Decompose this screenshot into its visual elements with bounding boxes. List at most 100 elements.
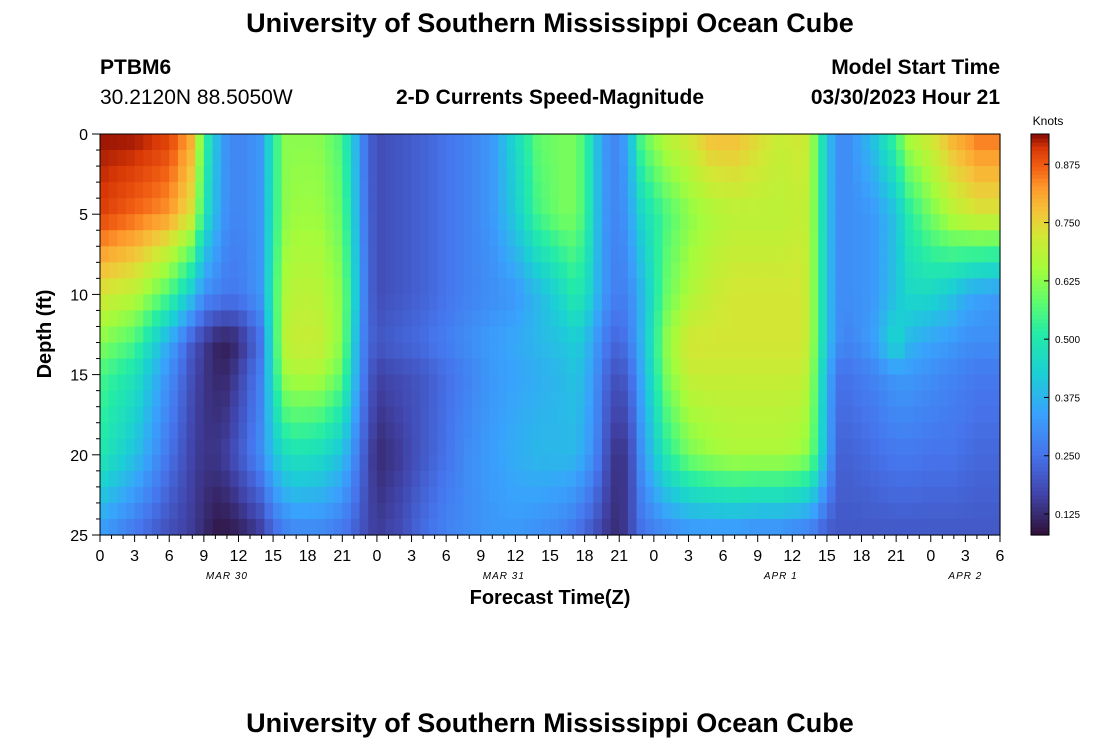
heatmap-cell: [281, 518, 291, 536]
heatmap-cell: [160, 374, 170, 392]
heatmap-cell: [939, 246, 949, 263]
heatmap-cell: [550, 326, 560, 344]
heatmap-cell: [290, 230, 300, 247]
heatmap-cell: [125, 390, 136, 408]
colorbar-segment: [1031, 498, 1049, 504]
heatmap-cell: [472, 438, 482, 456]
heatmap-cell: [610, 214, 620, 231]
heatmap-cell: [852, 454, 863, 472]
heatmap-cell: [783, 134, 793, 151]
heatmap-cell: [766, 518, 776, 536]
heatmap-cell: [108, 470, 118, 488]
colorbar-segment: [1031, 154, 1049, 159]
heatmap-cell: [939, 326, 949, 344]
heatmap-cell: [177, 470, 188, 488]
heatmap-cell: [636, 278, 646, 295]
heatmap-cell: [749, 182, 759, 199]
heatmap-cell: [991, 422, 1001, 440]
heatmap-cell: [437, 422, 447, 440]
heatmap-cell: [567, 390, 577, 408]
heatmap-cell: [437, 502, 447, 520]
heatmap-cell: [108, 166, 118, 183]
heatmap-cell: [636, 214, 646, 231]
heatmap-cell: [151, 342, 162, 360]
heatmap-cell: [904, 470, 915, 488]
heatmap-cell: [653, 214, 664, 231]
colorbar-segment: [1031, 162, 1049, 167]
heatmap-cell: [333, 262, 343, 279]
heatmap-cell: [506, 150, 516, 167]
heatmap-cell: [212, 342, 222, 360]
heatmap-cell: [299, 438, 309, 456]
heatmap-cell: [186, 326, 196, 344]
heatmap-cell: [333, 198, 343, 215]
heatmap-cell: [870, 390, 880, 408]
heatmap-cell: [186, 438, 196, 456]
heatmap-cell: [870, 310, 880, 328]
heatmap-cell: [498, 262, 508, 279]
heatmap-cell: [480, 214, 491, 231]
colorbar-segment: [1031, 146, 1049, 151]
heatmap-cell: [342, 470, 352, 488]
heatmap-cell: [757, 166, 767, 183]
heatmap-cell: [290, 294, 300, 312]
heatmap-cell: [662, 262, 672, 279]
heatmap-cell: [212, 502, 222, 520]
heatmap-cell: [281, 262, 291, 279]
heatmap-cell: [913, 246, 923, 263]
heatmap-cell: [671, 502, 681, 520]
colorbar-segment: [1031, 422, 1049, 428]
heatmap-cell: [177, 246, 188, 263]
heatmap-cell: [420, 518, 430, 536]
heatmap-cell: [125, 518, 136, 536]
heatmap-cell: [342, 246, 352, 263]
heatmap-cell: [411, 150, 421, 167]
heatmap-cell: [100, 182, 110, 199]
heatmap-cell: [645, 358, 655, 376]
heatmap-cell: [818, 502, 828, 520]
heatmap-cell: [100, 438, 110, 456]
heatmap-cell: [420, 150, 430, 167]
heatmap-cell: [463, 502, 473, 520]
heatmap-cell: [160, 134, 170, 151]
heatmap-cell: [376, 198, 387, 215]
heatmap-cell: [705, 326, 716, 344]
heatmap-cell: [532, 454, 542, 472]
heatmap-cell: [160, 294, 170, 312]
heatmap-cell: [169, 166, 179, 183]
colorbar-segment: [1031, 262, 1049, 267]
heatmap-cell: [593, 454, 603, 472]
heatmap-cell: [333, 134, 343, 151]
heatmap-cell: [480, 294, 491, 312]
heatmap-cell: [160, 182, 170, 199]
colorbar-segment: [1031, 490, 1049, 496]
heatmap-cell: [299, 390, 309, 408]
heatmap-cell: [688, 518, 698, 536]
heatmap-cell: [420, 230, 430, 247]
heatmap-cell: [887, 454, 897, 472]
heatmap-cell: [316, 262, 326, 279]
heatmap-cell: [601, 454, 612, 472]
heatmap-cell: [878, 390, 889, 408]
heatmap-cell: [402, 294, 413, 312]
heatmap-cell: [800, 134, 811, 151]
heatmap-cell: [385, 294, 395, 312]
heatmap-cell: [826, 134, 837, 151]
heatmap-cell: [342, 198, 352, 215]
heatmap-cell: [515, 518, 525, 536]
heatmap-cell: [688, 502, 698, 520]
heatmap-cell: [333, 278, 343, 295]
colorbar-segment: [1031, 202, 1049, 207]
heatmap-cell: [688, 214, 698, 231]
heatmap-cell: [766, 438, 776, 456]
heatmap-cell: [792, 406, 802, 424]
heatmap-cell: [904, 230, 915, 247]
heatmap-cell: [601, 262, 612, 279]
heatmap-cell: [437, 182, 447, 199]
heatmap-cell: [913, 390, 923, 408]
heatmap-cell: [264, 294, 274, 312]
heatmap-cell: [991, 454, 1001, 472]
heatmap-cell: [688, 374, 698, 392]
colorbar-segment: [1031, 250, 1049, 255]
heatmap-cell: [325, 326, 335, 344]
